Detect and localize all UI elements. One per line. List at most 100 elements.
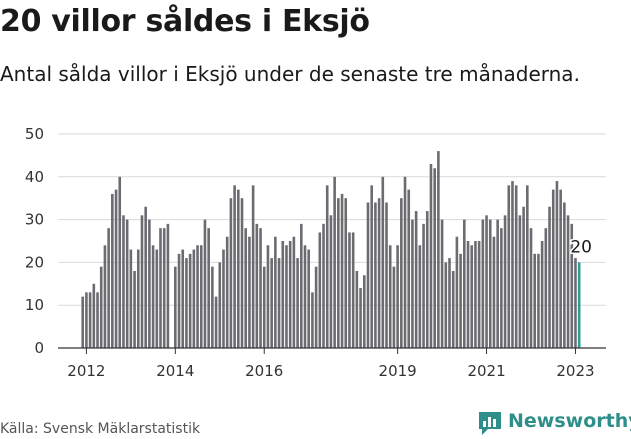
bar-chart: 0 10 20 30 40 50 2012 2014 2016 2019 2021 2023 20 <box>25 125 606 380</box>
bar <box>296 258 299 348</box>
bar <box>385 202 388 348</box>
bar <box>377 198 381 348</box>
bar <box>262 266 266 348</box>
y-tick-label: 20 <box>25 253 44 271</box>
bar <box>81 296 84 348</box>
bar <box>99 266 103 348</box>
bar <box>303 245 307 348</box>
bar <box>214 296 218 348</box>
bar <box>529 228 533 348</box>
bar <box>429 163 433 348</box>
bar <box>533 253 537 348</box>
bar <box>440 219 444 348</box>
bar <box>174 266 177 348</box>
bar <box>492 236 496 348</box>
bar <box>351 232 355 348</box>
bar <box>503 215 507 348</box>
x-tick-label: 2014 <box>156 362 194 380</box>
bar <box>107 228 110 348</box>
bar <box>277 258 281 348</box>
bar <box>414 211 418 348</box>
y-tick-label: 30 <box>25 211 44 229</box>
bar <box>388 245 392 348</box>
bar <box>500 228 503 348</box>
bar <box>207 228 210 348</box>
bar <box>463 219 466 348</box>
bar <box>144 206 147 348</box>
chart-subtitle: Antal sålda villor i Eksjö under de sena… <box>0 62 580 86</box>
bar <box>359 288 362 348</box>
bar <box>307 249 310 348</box>
bar <box>544 228 548 348</box>
bar <box>248 236 251 348</box>
bar <box>270 258 273 348</box>
newsworthy-logo[interactable]: Newsworthy <box>474 408 631 438</box>
x-tick-label: 2019 <box>379 362 417 380</box>
bar <box>148 219 151 348</box>
bar <box>370 185 373 348</box>
bar <box>151 245 155 348</box>
bar <box>425 211 429 348</box>
bar <box>255 223 259 348</box>
bar <box>374 202 377 348</box>
brand-name: Newsworthy <box>508 410 631 432</box>
bar <box>140 215 144 348</box>
bar <box>362 275 366 348</box>
bar <box>85 292 88 348</box>
bar <box>511 181 514 348</box>
bar <box>537 253 540 348</box>
bar <box>455 236 459 348</box>
y-tick-label: 40 <box>25 168 44 186</box>
bar <box>381 176 385 348</box>
x-tick-label: 2023 <box>556 362 594 380</box>
x-tick-label: 2021 <box>467 362 505 380</box>
bar <box>570 223 574 348</box>
bar <box>118 176 122 348</box>
bar <box>514 185 518 348</box>
bar <box>285 245 288 348</box>
bar <box>518 215 522 348</box>
bar <box>433 168 436 348</box>
bar <box>274 236 277 348</box>
y-tick-label: 50 <box>25 125 44 143</box>
bar <box>314 266 318 348</box>
bar <box>218 262 222 348</box>
bar <box>162 228 166 348</box>
bar <box>129 249 133 348</box>
bar <box>122 215 125 348</box>
bar <box>225 236 229 348</box>
bar <box>133 270 136 348</box>
bar <box>251 185 255 348</box>
bar <box>136 249 140 348</box>
bar <box>566 215 570 348</box>
bar <box>444 262 448 348</box>
bar <box>211 266 214 348</box>
bar <box>240 198 244 348</box>
bar <box>403 176 407 348</box>
bar <box>111 193 114 348</box>
bar <box>114 189 118 348</box>
bar <box>392 266 396 348</box>
bar <box>422 223 425 348</box>
bar <box>103 245 107 348</box>
last-value-label: 20 <box>570 237 592 257</box>
x-tick-label: 2016 <box>245 362 283 380</box>
bar <box>563 202 566 348</box>
bar <box>159 228 162 348</box>
bar <box>318 232 322 348</box>
bar <box>281 241 285 348</box>
bar <box>418 245 422 348</box>
y-tick-label: 0 <box>34 339 44 357</box>
bar <box>288 241 292 348</box>
bar <box>244 228 248 348</box>
bar <box>233 185 236 348</box>
bar <box>300 223 303 348</box>
bar <box>188 253 192 348</box>
bar <box>396 245 399 348</box>
bar-chart-logo-icon <box>479 412 501 435</box>
bar <box>485 215 488 348</box>
bar <box>548 206 551 348</box>
bar <box>88 292 92 348</box>
bar <box>488 219 492 348</box>
bar <box>355 270 359 348</box>
